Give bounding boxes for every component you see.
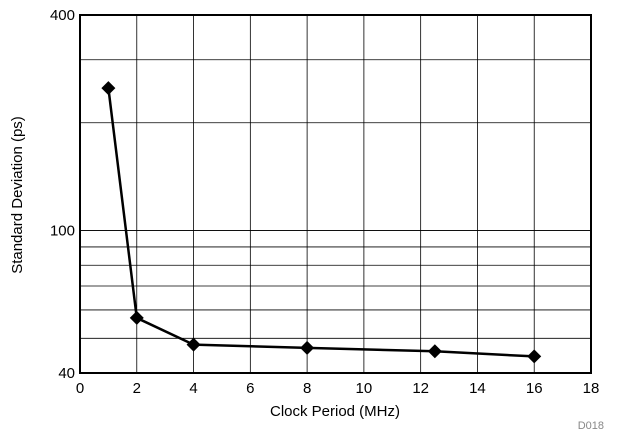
data-point-diamond	[300, 340, 315, 355]
data-point-diamond	[527, 349, 542, 364]
x-tick-label: 4	[189, 380, 197, 397]
plot-frame	[79, 14, 592, 374]
x-tick-labels: 0 2 4 6 8 10 12 14 16 18	[76, 380, 600, 397]
y-axis-title: Standard Deviation (ps)	[9, 116, 26, 274]
data-point-diamond	[129, 310, 144, 325]
y-tick-labels: 40 100 400	[50, 7, 75, 382]
x-tick-label: 12	[412, 380, 429, 397]
data-point-diamond	[186, 337, 201, 352]
x-axis-title: Clock Period (MHz)	[270, 403, 400, 420]
y-tick-label: 400	[50, 7, 75, 24]
y-tick-label: 40	[58, 365, 75, 382]
data-point-diamond	[427, 344, 442, 359]
x-tick-label: 2	[133, 380, 141, 397]
data-point-diamond	[101, 81, 116, 96]
x-tick-label: 0	[76, 380, 84, 397]
x-tick-label: 6	[246, 380, 254, 397]
plot-frame-layer	[79, 14, 592, 374]
series-layer	[101, 81, 542, 364]
series-line	[107, 87, 535, 358]
x-tick-label: 10	[356, 380, 373, 397]
grid-lines	[80, 15, 591, 373]
figure-code: D018	[578, 420, 604, 432]
y-tick-label: 100	[50, 223, 75, 240]
x-tick-label: 14	[469, 380, 486, 397]
x-tick-label: 18	[583, 380, 600, 397]
x-tick-label: 16	[526, 380, 543, 397]
x-tick-label: 8	[303, 380, 311, 397]
